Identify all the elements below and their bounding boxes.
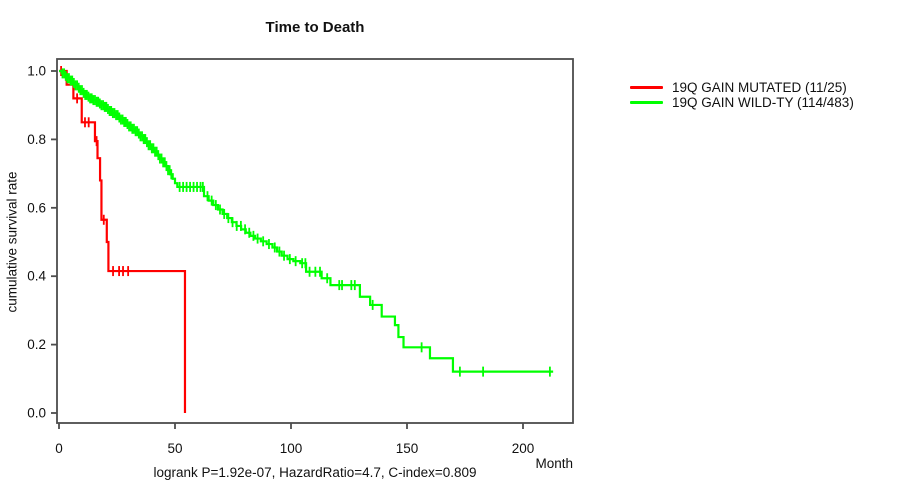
y-tick-label: 1.0 [27,64,46,79]
legend-line-red [630,85,663,89]
stats-annotation: logrank P=1.92e-07, HazardRatio=4.7, C-i… [153,465,477,480]
x-tick-label: 150 [396,441,419,456]
x-tick-label: 200 [512,441,535,456]
chart-title: Time to Death [265,19,365,36]
legend-label: 19Q GAIN WILD-TY (114/483) [672,94,854,110]
y-tick-label: 0.8 [27,132,46,147]
y-tick-label: 0.2 [27,337,46,352]
plot-box [56,58,574,424]
x-tick-label: 100 [280,441,303,456]
y-axis-label: cumulative survival rate [4,171,20,313]
x-axis-label: Month [535,456,573,471]
survival-curve-1 [59,69,554,373]
x-tick-label: 0 [55,441,63,456]
legend-item-wildtype: 19Q GAIN WILD-TY (114/483) [630,94,854,110]
y-tick-label: 0.0 [27,406,46,421]
legend: 19Q GAIN MUTATED (11/25) 19Q GAIN WILD-T… [630,79,854,110]
survival-curve-0 [59,69,187,413]
y-tick-label: 0.4 [27,269,46,284]
legend-label: 19Q GAIN MUTATED (11/25) [672,79,847,95]
legend-item-mutated: 19Q GAIN MUTATED (11/25) [630,79,854,95]
x-tick-label: 50 [167,441,182,456]
y-tick-label: 0.6 [27,200,46,215]
legend-line-green [630,100,663,104]
